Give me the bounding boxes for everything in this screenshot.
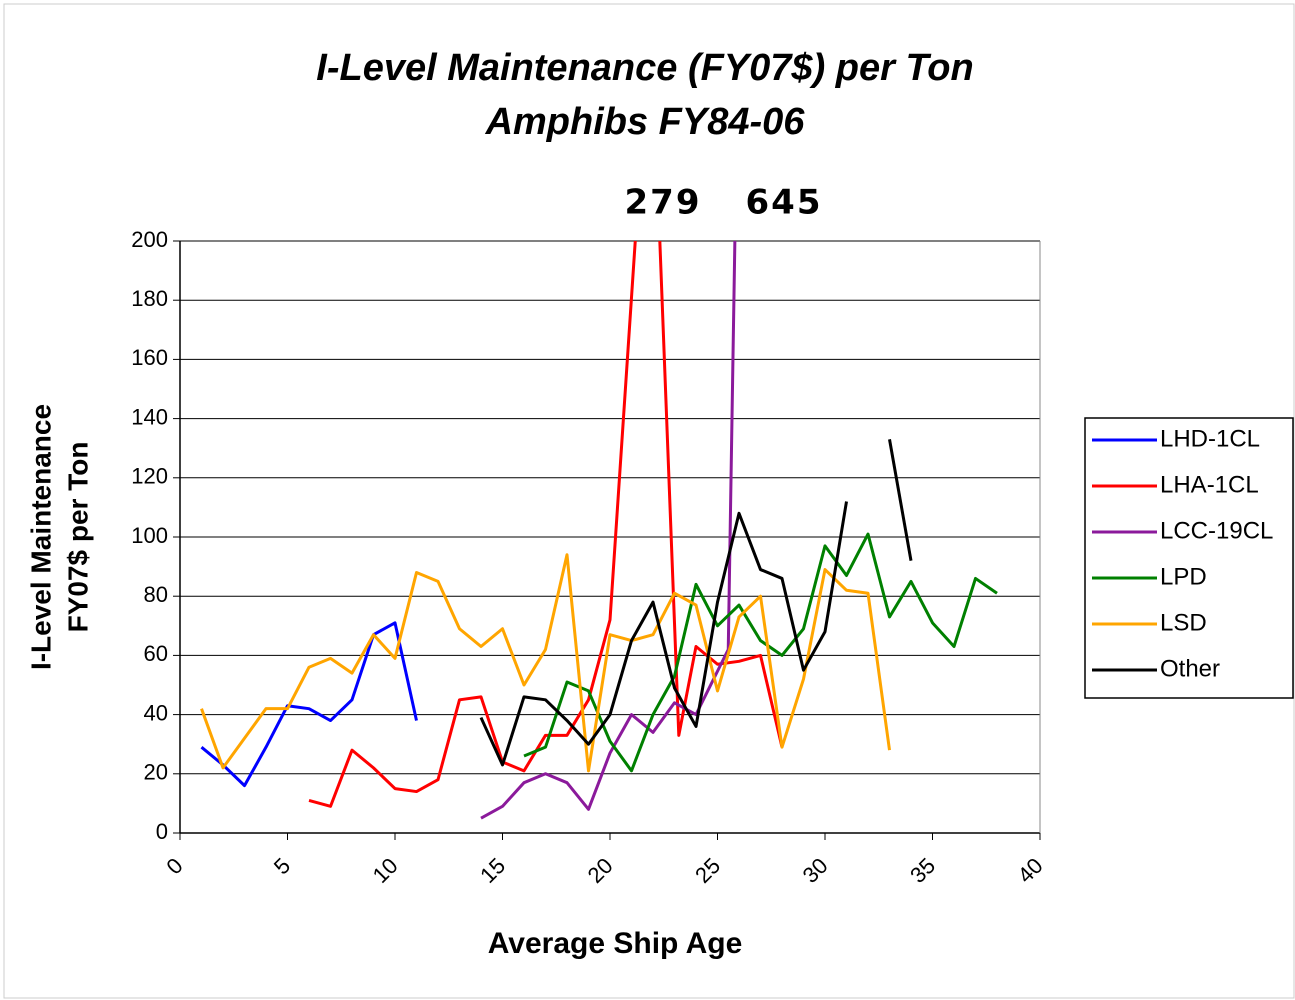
annotation: 279 [625, 183, 702, 223]
legend-label: LHD-1CL [1160, 425, 1260, 452]
chart-subtitle: Amphibs FY84-06 [485, 101, 806, 143]
legend-label: LSD [1160, 609, 1207, 636]
series-layer [200, 241, 998, 820]
legend-label: LPD [1160, 563, 1207, 590]
y-tick-label: 160 [131, 345, 168, 370]
y-tick-label: 180 [131, 286, 168, 311]
legend-label: Other [1160, 655, 1220, 682]
series-line [479, 501, 848, 767]
series-line [888, 439, 913, 561]
annotation: 645 [746, 183, 823, 223]
y-tick-label: 120 [131, 464, 168, 489]
y-tick-label: 0 [156, 819, 168, 844]
y-tick-label: 80 [144, 582, 168, 607]
y-tick-label: 140 [131, 404, 168, 429]
y-tick-label: 40 [144, 700, 168, 725]
series-line [200, 553, 891, 773]
y-axis-label-line: FY07$ per Ton [62, 442, 93, 633]
y-tick-label: 200 [131, 227, 168, 252]
y-tick-label: 20 [144, 760, 168, 785]
series-line [200, 621, 418, 788]
y-axis-label-line: I-Level Maintenance [25, 404, 56, 670]
y-tick-label: 60 [144, 641, 168, 666]
legend-box [1084, 417, 1294, 699]
x-axis-label: Average Ship Age [488, 927, 743, 960]
legend-label: LCC-19CL [1160, 517, 1273, 544]
y-tick-label: 100 [131, 523, 168, 548]
y-axis-label: I-Level Maintenance FY07$ per Ton [25, 404, 93, 670]
chart-title: I-Level Maintenance (FY07$) per Ton [316, 47, 973, 89]
legend-label: LHA-1CL [1160, 471, 1259, 498]
series-line [480, 241, 737, 820]
